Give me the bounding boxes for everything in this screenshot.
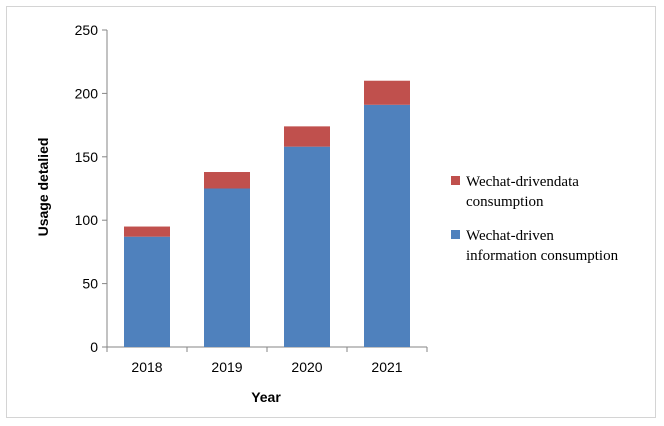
bar-2020-series-2 bbox=[284, 126, 330, 147]
x-tick-label: 2021 bbox=[371, 359, 402, 375]
legend-swatch bbox=[451, 230, 460, 239]
y-tick-label: 0 bbox=[90, 339, 98, 355]
bar-2018-series-1 bbox=[124, 236, 170, 347]
bar-2019-series-1 bbox=[204, 188, 250, 347]
legend-label: consumption bbox=[466, 194, 544, 210]
y-tick-label: 100 bbox=[75, 212, 99, 228]
legend-label: Wechat-drivendata bbox=[466, 174, 579, 190]
x-axis-title: Year bbox=[251, 389, 281, 405]
y-tick-label: 150 bbox=[75, 149, 99, 165]
x-tick-label: 2019 bbox=[211, 359, 242, 375]
bar-2019-series-2 bbox=[204, 172, 250, 189]
x-tick-label: 2018 bbox=[131, 359, 162, 375]
y-tick-label: 200 bbox=[75, 85, 99, 101]
legend-swatch bbox=[451, 176, 460, 185]
x-tick-label: 2020 bbox=[291, 359, 322, 375]
legend-label: Wechat-driven bbox=[466, 228, 554, 244]
plot-area: 0 50 100 150 200 250 2018 2019 2020 2021 bbox=[75, 22, 428, 375]
bar-2018-series-2 bbox=[124, 226, 170, 237]
bar-2021-series-1 bbox=[364, 104, 410, 347]
y-tick-label: 50 bbox=[82, 276, 98, 292]
y-axis-title: Usage detalied bbox=[35, 138, 51, 237]
legend-label: information consumption bbox=[466, 248, 619, 264]
legend: Wechat-drivendata consumption Wechat-drive… bbox=[451, 174, 619, 264]
chart-frame bbox=[6, 6, 656, 418]
bar-2021-series-2 bbox=[364, 80, 410, 105]
bar-2020-series-1 bbox=[284, 146, 330, 347]
y-tick-label: 250 bbox=[75, 22, 99, 38]
